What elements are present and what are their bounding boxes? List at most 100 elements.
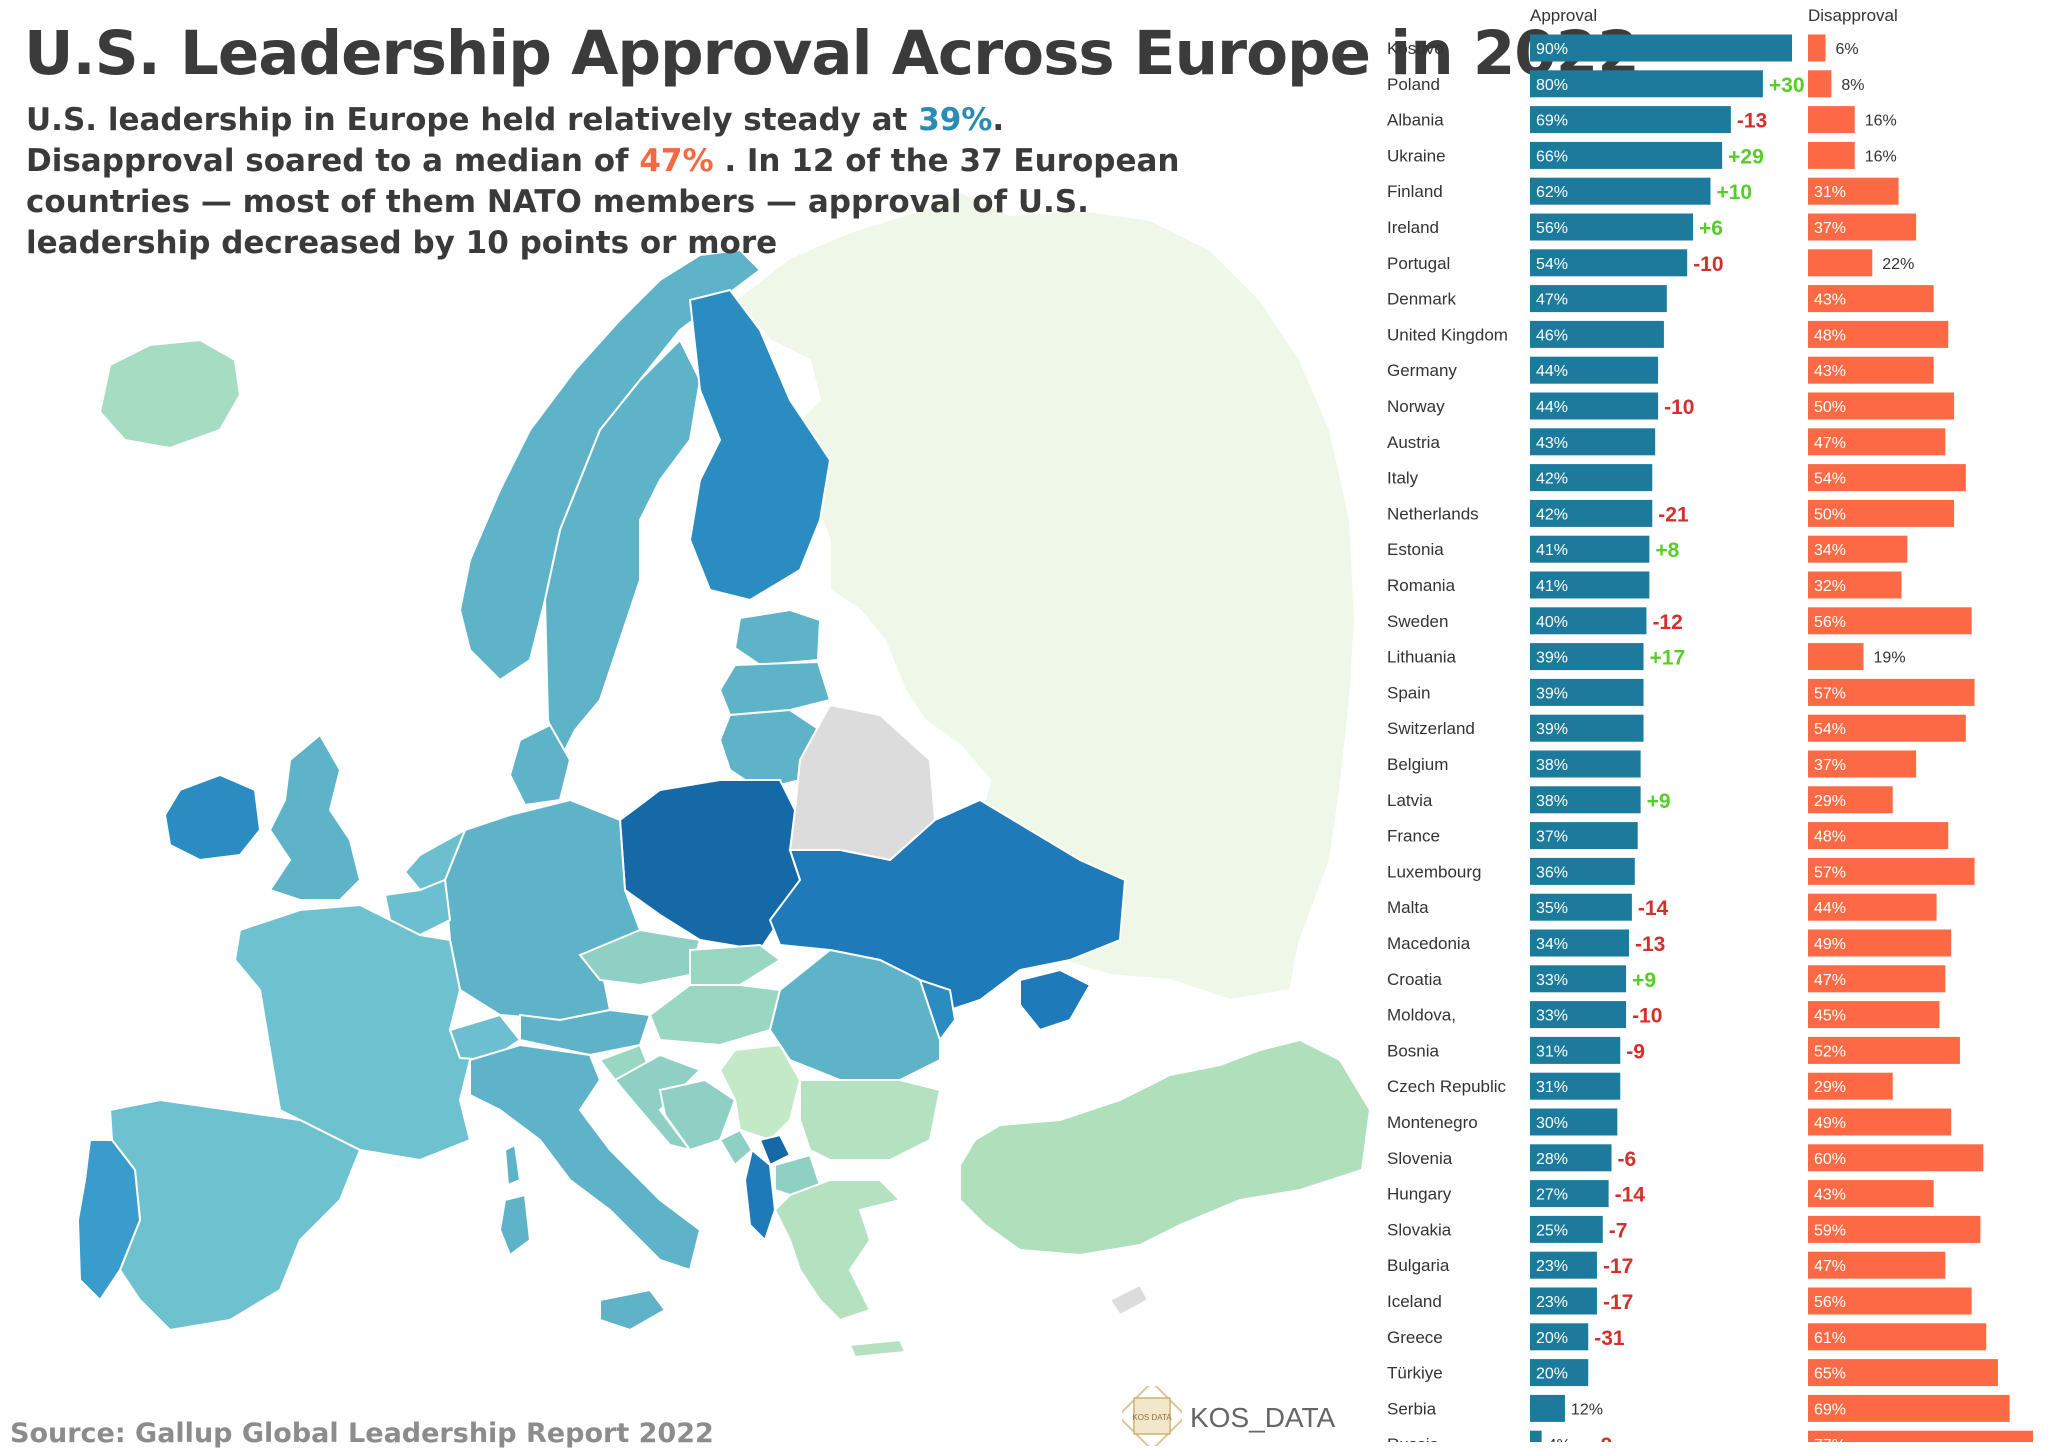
disapproval-value-label: 56% <box>1814 614 1846 631</box>
approval-change-label: +17 <box>1650 647 1686 670</box>
disapproval-bar <box>1808 1072 1893 1100</box>
approval-change-label: -13 <box>1737 110 1767 133</box>
disapproval-value-label: 47% <box>1814 1258 1846 1275</box>
country-label: Latvia <box>1387 791 1433 810</box>
country-label: Moldova, <box>1387 1006 1456 1025</box>
approval-value-label: 42% <box>1536 471 1568 488</box>
approval-value-label: 4% <box>1548 1437 1571 1442</box>
approval-value-label: 69% <box>1536 113 1568 130</box>
approval-bar <box>1530 857 1635 885</box>
brand-name: KOS_DATA <box>1190 1402 1336 1433</box>
approval-change-label: -10 <box>1693 253 1723 276</box>
disapproval-value-label: 8% <box>1841 77 1864 94</box>
approval-value-label: 20% <box>1536 1330 1568 1347</box>
chart-title: U.S. Leadership Approval Across Europe i… <box>24 18 1640 89</box>
approval-bar <box>1530 1036 1621 1064</box>
disapproval-bar <box>1808 750 1917 778</box>
country-label: Finland <box>1387 182 1443 201</box>
country-label: Switzerland <box>1387 719 1475 738</box>
map-region-cyprus <box>1108 1283 1150 1317</box>
approval-value-label: 28% <box>1536 1151 1568 1168</box>
approval-value-label: 44% <box>1536 399 1568 416</box>
map-region-italy <box>469 1043 702 1272</box>
map-region-denmark <box>508 723 572 807</box>
map-region-iceland <box>98 338 242 450</box>
country-label: Türkiye <box>1387 1364 1443 1383</box>
disapproval-bar <box>1808 607 1972 635</box>
chart-rows: Kosovo 90% 6% Poland 80% +30 8% Albania 69% -13 16… <box>1387 34 2033 1442</box>
map-region-slovakia <box>689 943 782 986</box>
disapproval-bar <box>1808 929 1952 957</box>
map-region-crete <box>848 1338 907 1359</box>
disapproval-value-label: 32% <box>1814 578 1846 595</box>
approval-bar <box>1530 607 1647 635</box>
country-label: Estonia <box>1387 540 1444 559</box>
disapproval-value-label: 29% <box>1814 1079 1846 1096</box>
country-label: Serbia <box>1387 1399 1437 1418</box>
disapproval-value-label: 61% <box>1814 1330 1846 1347</box>
subtitle-approval-median: 39% <box>918 102 993 138</box>
country-label: Italy <box>1387 469 1419 488</box>
approval-change-label: -12 <box>1652 611 1682 634</box>
approval-bar <box>1530 1215 1603 1243</box>
map-region-ireland <box>163 773 262 862</box>
disapproval-value-label: 48% <box>1814 327 1846 344</box>
approval-value-label: 90% <box>1536 41 1568 58</box>
map-region-sardinia <box>498 1193 532 1257</box>
approval-bar <box>1530 1108 1618 1136</box>
approval-value-label: 44% <box>1536 363 1568 380</box>
approval-change-label: -17 <box>1603 1255 1633 1278</box>
disapproval-value-label: 37% <box>1814 757 1846 774</box>
country-label: Sweden <box>1387 612 1448 631</box>
brand-logo-text: KOS DATA <box>1132 1413 1172 1422</box>
disapproval-bar <box>1808 535 1908 563</box>
disapproval-value-label: 54% <box>1814 721 1846 738</box>
disapproval-value-label: 22% <box>1882 256 1914 273</box>
subtitle-part-2: . Disapproval soared to a median of <box>26 102 1005 179</box>
approval-bar <box>1530 249 1688 277</box>
approval-value-label: 12% <box>1571 1401 1603 1418</box>
map-region-austria <box>519 1008 652 1057</box>
approval-change-label: -7 <box>1609 1219 1628 1242</box>
approval-value-label: 62% <box>1536 184 1568 201</box>
country-label: Croatia <box>1387 970 1442 989</box>
country-label: Ukraine <box>1387 146 1446 165</box>
approval-change-label: -9 <box>1626 1040 1645 1063</box>
disapproval-value-label: 57% <box>1814 864 1846 881</box>
approval-value-label: 41% <box>1536 542 1568 559</box>
disapproval-bar <box>1808 141 1855 169</box>
map-region-estonia <box>733 608 822 667</box>
country-label: Belgium <box>1387 755 1448 774</box>
approval-bar <box>1530 141 1723 169</box>
disapproval-value-label: 65% <box>1814 1366 1846 1383</box>
country-label: Austria <box>1387 433 1440 452</box>
disapproval-bar <box>1808 1036 1960 1064</box>
approval-value-label: 23% <box>1536 1258 1568 1275</box>
country-label: Denmark <box>1387 290 1456 309</box>
approval-bar <box>1530 822 1638 850</box>
approval-change-label: +8 <box>1655 539 1679 562</box>
disapproval-bar <box>1808 464 1966 492</box>
subtitle-part-1: U.S. leadership in Europe held relativel… <box>26 102 919 138</box>
disapproval-value-label: 47% <box>1814 435 1846 452</box>
map-region-ukraine <box>768 798 1127 1012</box>
country-label: Montenegro <box>1387 1113 1478 1132</box>
approval-value-label: 80% <box>1536 77 1568 94</box>
disapproval-bar <box>1808 70 1832 98</box>
country-label: Ireland <box>1387 218 1439 237</box>
approval-bar <box>1530 392 1659 420</box>
disapproval-bar <box>1808 1215 1981 1243</box>
disapproval-value-label: 45% <box>1814 1008 1846 1025</box>
approval-value-label: 56% <box>1536 220 1568 237</box>
country-label: United Kingdom <box>1387 325 1508 344</box>
approval-value-label: 36% <box>1536 864 1568 881</box>
approval-bar <box>1530 1394 1565 1422</box>
disapproval-value-label: 77% <box>1814 1437 1846 1442</box>
disapproval-bar <box>1808 1251 1946 1279</box>
approval-bar <box>1530 965 1627 993</box>
map-region-turkey <box>959 1038 1372 1257</box>
disapproval-value-label: 16% <box>1865 113 1897 130</box>
approval-value-label: 30% <box>1536 1115 1568 1132</box>
approval-bar <box>1530 320 1664 348</box>
